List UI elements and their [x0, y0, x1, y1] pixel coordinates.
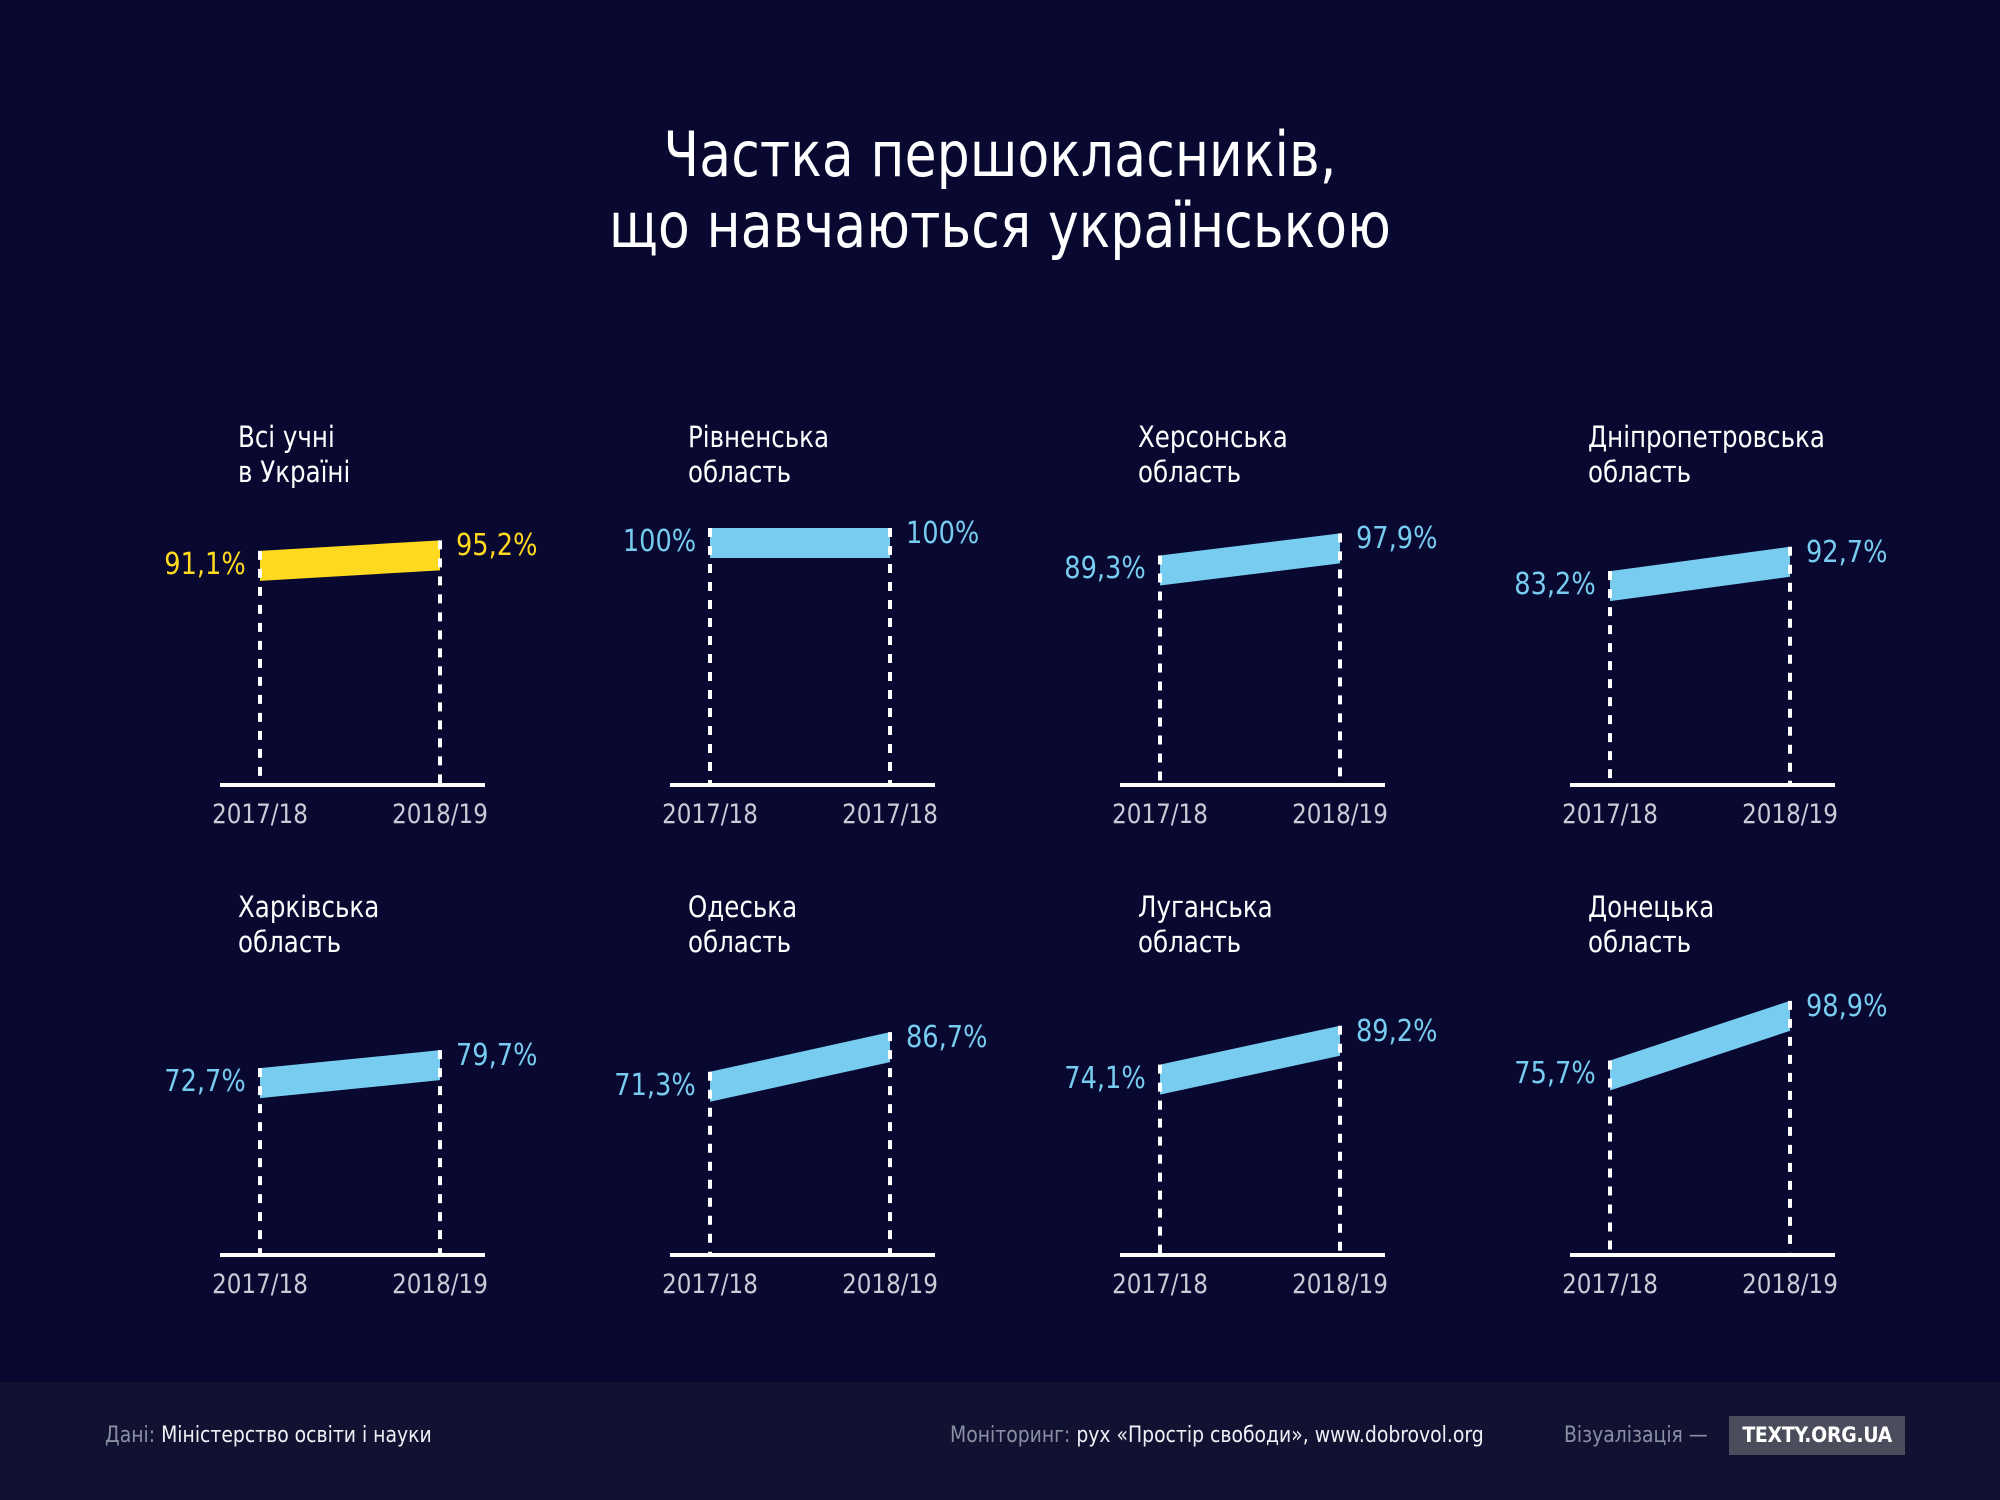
chart-grid: Всі учні в Україні 91,1% 95,2% 2017/18 2018/… — [110, 400, 1910, 1340]
page-title: Частка першокласників, що навчаються укр… — [0, 118, 2000, 262]
slope-bar-chart: 89,3% 97,9% 2017/18 2018/19 — [1010, 500, 1460, 830]
slope-bar-chart: 75,7% 98,9% 2017/18 2018/19 — [1460, 970, 1910, 1300]
title-line-1: Частка першокласників, — [663, 118, 1337, 191]
value-label-end: 97,9% — [1356, 521, 1438, 557]
slope-bar-chart: 71,3% 86,7% 2017/18 2018/19 — [560, 970, 1010, 1300]
slope-bar — [710, 1032, 890, 1102]
chart-canvas — [670, 528, 935, 787]
footer-visualisation-label: Візуалізація — — [1564, 1423, 1708, 1448]
slope-bar-chart: 72,7% 79,7% 2017/18 2018/19 — [110, 970, 560, 1300]
slope-bar-chart: 83,2% 92,7% 2017/18 2018/19 — [1460, 500, 1910, 830]
x-axis-label-start: 2017/18 — [212, 799, 308, 830]
chart-panel: Харківська область 72,7% 79,7% 2017/18 2018/… — [110, 870, 560, 1340]
chart-panel: Херсонська область 89,3% 97,9% 2017/18 2018/… — [1010, 400, 1460, 870]
value-label-start: 89,3% — [1064, 551, 1146, 587]
chart-panel: Всі учні в Україні 91,1% 95,2% 2017/18 2018/… — [110, 400, 560, 870]
slope-bar — [260, 1050, 440, 1099]
panel-title: Харківська область — [238, 890, 380, 960]
x-axis-label-start: 2017/18 — [1112, 1269, 1208, 1300]
x-axis-label-end: 2018/19 — [1292, 799, 1388, 830]
value-label-end: 98,9% — [1806, 988, 1888, 1024]
panel-title: Дніпропетровська область — [1588, 420, 1825, 490]
value-label-start: 91,1% — [164, 546, 246, 582]
x-axis-label-start: 2017/18 — [662, 1269, 758, 1300]
value-label-end: 86,7% — [906, 1020, 988, 1056]
value-label-end: 100% — [906, 516, 980, 551]
chart-canvas — [1120, 533, 1385, 787]
panel-title: Херсонська область — [1138, 420, 1288, 490]
value-label-end: 92,7% — [1806, 534, 1888, 570]
value-label-start: 75,7% — [1514, 1056, 1596, 1092]
footer-visualisation-credit: Візуалізація — — [1564, 1423, 1708, 1448]
slope-bar — [1610, 1000, 1790, 1091]
x-axis-label-end: 2018/19 — [1742, 799, 1838, 830]
panel-title: Одеська область — [688, 890, 798, 960]
x-axis-label-start: 2017/18 — [212, 1269, 308, 1300]
x-axis-label-end: 2018/19 — [842, 1269, 938, 1300]
slope-bar — [1160, 1025, 1340, 1095]
footer-monitoring-value: рух «Простір свободи», www.dobrovol.org — [1076, 1423, 1485, 1448]
chart-panel: Одеська область 71,3% 86,7% 2017/18 2018/19 — [560, 870, 1010, 1340]
x-axis-label-start: 2017/18 — [1562, 1269, 1658, 1300]
chart-canvas — [670, 1032, 935, 1257]
panel-title: Всі учні в Україні — [238, 420, 351, 490]
x-axis-label-start: 2017/18 — [1112, 799, 1208, 830]
value-label-end: 89,2% — [1356, 1013, 1438, 1049]
x-axis-label-end: 2018/19 — [1742, 1269, 1838, 1300]
x-axis-label-end: 2017/18 — [842, 799, 938, 830]
panel-title: Луганська область — [1138, 890, 1273, 960]
footer-monitoring-credit: Моніторинг: рух «Простір свободи», www.d… — [950, 1423, 1484, 1448]
chart-panel: Дніпропетровська область 83,2% 92,7% 2017/1… — [1460, 400, 1910, 870]
x-axis-label-start: 2017/18 — [1562, 799, 1658, 830]
chart-canvas — [220, 1050, 485, 1257]
slope-bar — [260, 540, 440, 581]
panel-title: Рівненська область — [688, 420, 830, 490]
value-label-start: 74,1% — [1064, 1060, 1146, 1096]
x-axis-label-end: 2018/19 — [1292, 1269, 1388, 1300]
chart-panel: Рівненська область 100% 100% 2017/18 2017/18 — [560, 400, 1010, 870]
value-label-start: 83,2% — [1514, 567, 1596, 603]
chart-canvas — [220, 540, 485, 787]
chart-canvas — [1120, 1025, 1385, 1257]
value-label-start: 72,7% — [164, 1064, 246, 1100]
value-label-end: 79,7% — [456, 1038, 538, 1074]
value-label-start: 100% — [622, 524, 696, 559]
x-axis-label-end: 2018/19 — [392, 1269, 488, 1300]
chart-canvas — [1570, 1000, 1835, 1257]
footer-monitoring-label: Моніторинг: — [950, 1423, 1071, 1448]
footer-data-value: Міністерство освіти і науки — [161, 1423, 432, 1448]
x-axis-label-end: 2018/19 — [392, 799, 488, 830]
value-label-end: 95,2% — [456, 528, 538, 564]
footer-data-label: Дані: — [105, 1423, 156, 1448]
chart-panel: Луганська область 74,1% 89,2% 2017/18 2018/1… — [1010, 870, 1460, 1340]
texty-logo[interactable]: TEXTY.ORG.UA — [1729, 1416, 1905, 1455]
x-axis-label-start: 2017/18 — [662, 799, 758, 830]
chart-canvas — [1570, 546, 1835, 787]
title-line-2: що навчаються українською — [608, 188, 1392, 262]
chart-panel: Донецька область 75,7% 98,9% 2017/18 2018/19 — [1460, 870, 1910, 1340]
slope-bar-chart: 91,1% 95,2% 2017/18 2018/19 — [110, 500, 560, 830]
slope-bar-chart: 100% 100% 2017/18 2017/18 — [560, 500, 1010, 830]
slope-bar — [710, 528, 890, 558]
panel-title: Донецька область — [1588, 890, 1715, 960]
slope-bar — [1160, 533, 1340, 586]
slope-bar-chart: 74,1% 89,2% 2017/18 2018/19 — [1010, 970, 1460, 1300]
slope-bar — [1610, 546, 1790, 602]
footer: Дані: Міністерство освіти і науки Моніто… — [0, 1382, 2000, 1500]
value-label-start: 71,3% — [614, 1067, 696, 1103]
footer-data-credit: Дані: Міністерство освіти і науки — [105, 1423, 432, 1448]
